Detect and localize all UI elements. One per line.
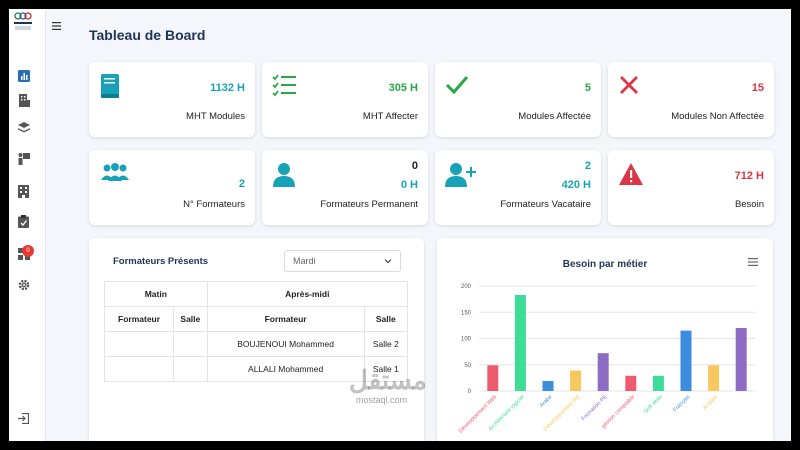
bar — [570, 370, 582, 391]
subheader-formateur: Formateur — [206, 306, 365, 332]
stat-card-formateurs-vacataire: 2 420 H Formateurs Vacataire — [435, 150, 601, 225]
stat-label: MHT Modules — [186, 111, 245, 122]
subheader-formateur: Formateur — [103, 306, 175, 332]
stat-card-besoin: 712 H Besoin — [608, 150, 774, 225]
cell-matin-salle — [173, 331, 208, 357]
presence-table: Matin Après-midi Formateur Salle Formate… — [103, 281, 409, 382]
x-tick-label: Anglais — [702, 394, 719, 411]
chart-title: Besoin par métier — [562, 259, 648, 270]
cell-matin-formateur — [103, 331, 175, 357]
day-select-value: Mardi — [293, 256, 316, 266]
chevron-down-icon — [384, 257, 392, 265]
stat-value-hours: 0 H — [400, 179, 418, 191]
stat-value: 305 H — [388, 82, 418, 94]
clipboard-icon[interactable] — [17, 215, 30, 228]
x-tick-label: Formation PE — [581, 394, 609, 422]
layers-icon[interactable] — [17, 121, 30, 134]
menu-toggle-icon[interactable] — [52, 17, 61, 30]
cell-matin-salle — [173, 356, 208, 382]
chart-menu-icon[interactable] — [748, 253, 758, 266]
bar — [625, 375, 637, 391]
checklist-icon — [272, 74, 298, 100]
subheader-salle: Salle — [173, 306, 208, 332]
sidebar: 0 — [9, 9, 46, 441]
bar — [542, 381, 554, 391]
y-tick-label: 150 — [461, 310, 472, 316]
office-icon[interactable] — [17, 185, 30, 198]
stat-card-modules-affectee: 5 Modules Affectée — [435, 62, 601, 137]
stat-label: Modules Affectée — [518, 111, 591, 122]
warning-icon — [618, 162, 644, 188]
bar — [708, 365, 720, 391]
stat-card-formateurs-permanent: 0 0 H Formateurs Permanent — [262, 150, 428, 225]
x-tick-label: Soft skills — [643, 394, 664, 415]
cell-am-salle: Salle 1 — [363, 356, 409, 382]
stat-label: MHT Affecter — [362, 111, 418, 122]
presence-panel: Formateurs Présents Mardi Matin Après-mi… — [89, 238, 424, 441]
x-tick-label: Arabe — [539, 394, 554, 409]
y-tick-label: 200 — [461, 284, 472, 290]
x-icon — [618, 74, 644, 100]
x-tick-label: Français — [672, 394, 691, 413]
cell-am-formateur: ALLALI Mohammed — [206, 356, 365, 382]
bar — [514, 294, 526, 391]
chart-icon[interactable] — [17, 69, 30, 82]
stat-value: 15 — [751, 82, 764, 94]
teacher-icon[interactable] — [17, 152, 30, 165]
stat-value: 1132 H — [210, 82, 245, 94]
cell-matin-formateur — [103, 356, 175, 382]
stat-card-mht-affecter: 305 H MHT Affecter — [262, 62, 428, 137]
y-tick-label: 0 — [468, 389, 472, 395]
subheader-salle: Salle — [363, 306, 409, 332]
stat-value: 0 — [411, 160, 418, 172]
watermark: mostaql.com — [356, 395, 408, 405]
logo — [12, 11, 34, 35]
cell-am-formateur: BOUJENOUI Mohammed — [206, 331, 365, 357]
cell-am-salle: Salle 2 — [363, 331, 409, 357]
bar — [652, 375, 664, 391]
chart-panel: Besoin par métier 0 50 100 150 200 Développem… — [437, 238, 773, 441]
user-icon — [272, 162, 298, 188]
stat-value: 712 H — [734, 170, 764, 182]
app-window: 0 Tableau de Board 1132 H MHT Modules 30… — [9, 9, 791, 441]
stat-card-modules-non-affectee: 15 Modules Non Affectée — [608, 62, 774, 137]
table-row: BOUJENOUI Mohammed Salle 2 — [103, 331, 409, 357]
presence-title: Formateurs Présents — [113, 256, 209, 267]
check-icon — [445, 74, 471, 100]
bar — [487, 365, 499, 391]
stat-label: Formateurs Permanent — [320, 199, 418, 210]
header-apres-midi: Après-midi — [206, 281, 409, 307]
bar — [680, 330, 692, 391]
users-icon — [99, 162, 131, 188]
logout-icon[interactable] — [17, 412, 30, 425]
page-title: Tableau de Board — [89, 27, 206, 43]
header-matin: Matin — [104, 281, 208, 307]
stat-card-mht-modules: 1132 H MHT Modules — [89, 62, 255, 137]
stat-label: Formateurs Vacataire — [500, 199, 591, 210]
stat-value: 5 — [584, 82, 591, 94]
day-select[interactable]: Mardi — [284, 250, 401, 272]
stat-value: 2 — [238, 178, 245, 190]
book-icon — [99, 74, 125, 100]
user-plus-icon — [445, 162, 477, 188]
table-row: ALLALI Mohammed Salle 1 — [103, 356, 409, 382]
stat-label: N° Formateurs — [183, 199, 245, 210]
stat-label: Modules Non Affectée — [671, 111, 764, 122]
stat-label: Besoin — [734, 199, 764, 210]
y-tick-label: 100 — [461, 337, 472, 343]
notification-badge: 0 — [22, 245, 34, 257]
stat-value-hours: 420 H — [561, 179, 591, 191]
building-icon[interactable] — [17, 94, 30, 107]
bar — [735, 328, 747, 391]
stat-card-nb-formateurs: 2 N° Formateurs — [89, 150, 255, 225]
y-tick-label: 50 — [464, 363, 471, 369]
stat-value: 2 — [584, 160, 591, 172]
bar — [597, 353, 609, 391]
watermark-arabic: مستقل — [349, 365, 427, 395]
gear-icon[interactable] — [17, 278, 30, 291]
